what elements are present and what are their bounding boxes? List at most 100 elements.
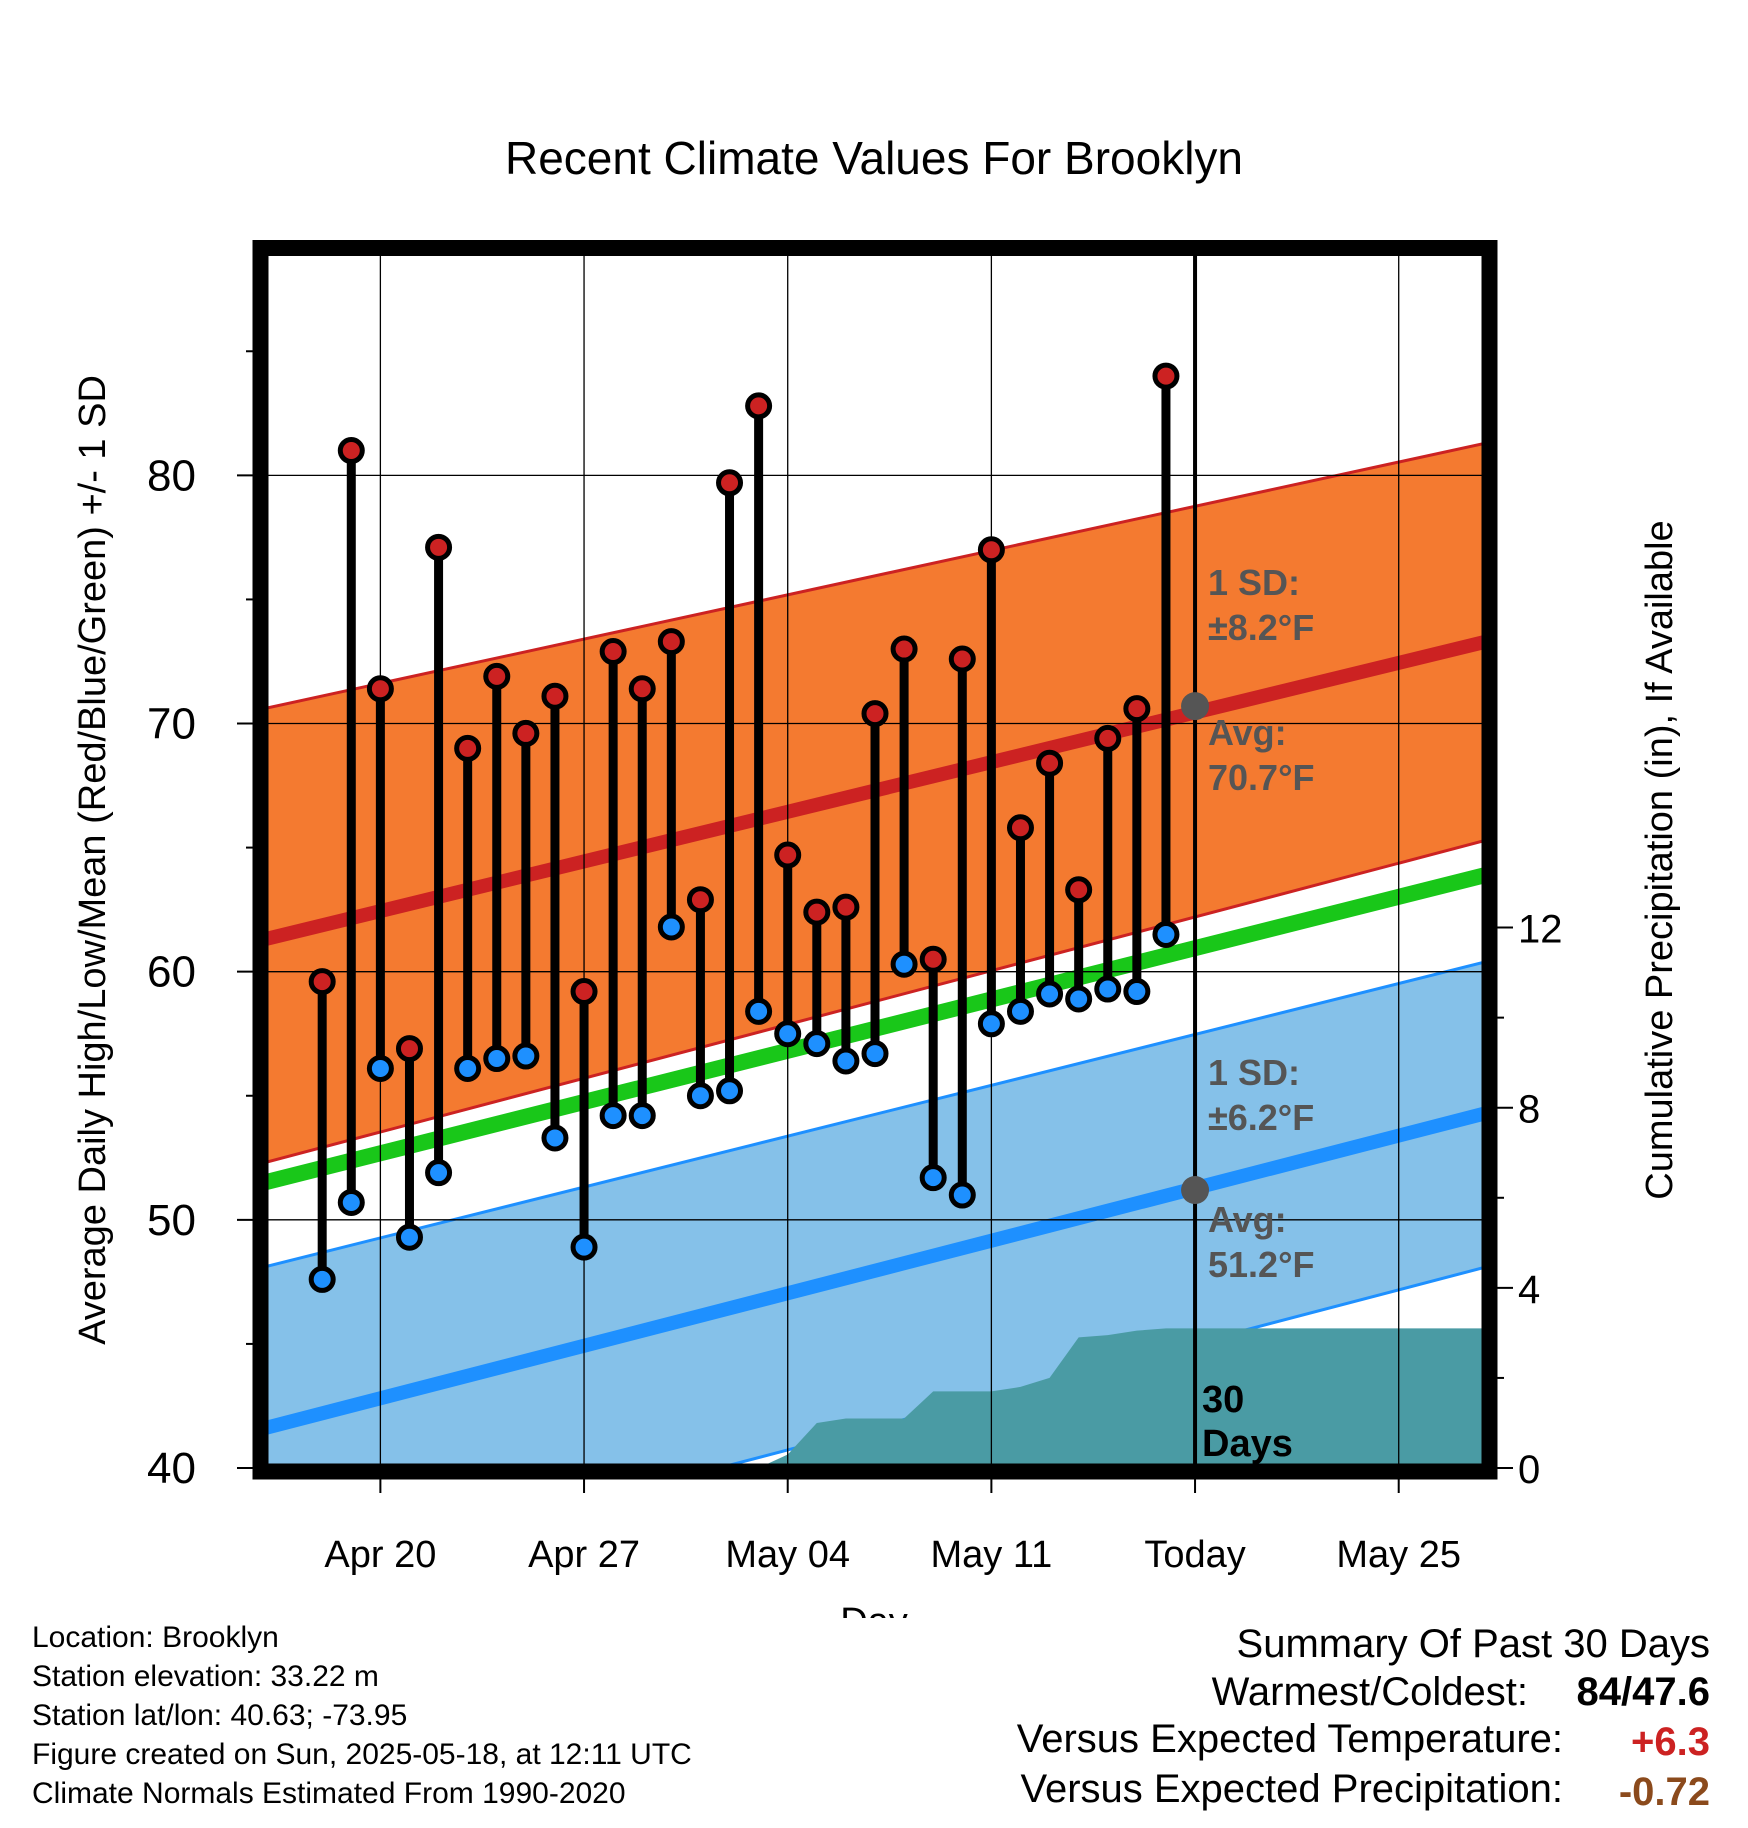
high-point xyxy=(483,662,511,690)
low-point xyxy=(948,1181,976,1209)
high-point xyxy=(570,978,598,1006)
x-tick-label: May 11 xyxy=(930,1534,1052,1576)
low-avg-label: Avg: xyxy=(1208,1199,1287,1240)
low-point xyxy=(483,1045,511,1073)
high-sd-value: ±8.2°F xyxy=(1208,607,1314,648)
cumulative-precip-area xyxy=(264,1328,1486,1468)
high-point xyxy=(832,893,860,921)
low-point xyxy=(1065,985,1093,1013)
high-point xyxy=(1006,814,1034,842)
low-point xyxy=(745,997,773,1025)
summary-precip-value: -0.72 xyxy=(1618,1770,1710,1814)
summary-temp-value: +6.3 xyxy=(1631,1720,1710,1764)
plot-frame xyxy=(252,240,1498,1480)
low-point xyxy=(628,1102,656,1130)
high-point xyxy=(1065,876,1093,904)
high-point xyxy=(628,675,656,703)
low-point xyxy=(1006,997,1034,1025)
high-point xyxy=(337,437,365,465)
low-point xyxy=(832,1047,860,1075)
y2-tick-label: 4 xyxy=(1518,1268,1540,1312)
high-point xyxy=(541,682,569,710)
high-point xyxy=(454,734,482,762)
high-point xyxy=(686,886,714,914)
low-point xyxy=(716,1077,744,1105)
y-tick-label: 80 xyxy=(147,451,196,500)
high-point xyxy=(977,536,1005,564)
x-tick-label: May 04 xyxy=(725,1534,850,1576)
low-avg-today-marker xyxy=(1181,1176,1210,1205)
high-point xyxy=(395,1035,423,1063)
high-point xyxy=(774,841,802,869)
x-axis-label: Day xyxy=(840,1601,908,1618)
low-point xyxy=(861,1040,889,1068)
low-point xyxy=(890,950,918,978)
elevation-text: Station elevation: 33.22 m xyxy=(32,1660,379,1693)
climate-chart: 40 50 60 70 80 0 4 8 12 Apr 20 Apr 27 May 04 May 11 T… xyxy=(72,132,1681,1618)
x-tick-label: Today xyxy=(1144,1534,1245,1576)
summary-precip-label: Versus Expected Precipitation: xyxy=(1020,1767,1563,1811)
high-point xyxy=(745,392,773,420)
low-point xyxy=(1094,975,1122,1003)
x-tick-label: Apr 27 xyxy=(528,1534,640,1576)
high-sd-upper-edge xyxy=(264,441,1486,711)
low-point xyxy=(512,1042,540,1070)
summary-title: Summary Of Past 30 Days xyxy=(1236,1622,1710,1666)
summary-warm-cold-value: 84/47.6 xyxy=(1576,1670,1710,1714)
high-point xyxy=(919,945,947,973)
high-point xyxy=(657,628,685,656)
low-point xyxy=(1152,920,1180,948)
y-tick-label: 40 xyxy=(147,1444,196,1493)
low-sd-value: ±6.2°F xyxy=(1208,1097,1314,1138)
high-point xyxy=(1152,362,1180,390)
high-point xyxy=(425,533,453,561)
high-avg-today-marker xyxy=(1181,692,1210,721)
high-point xyxy=(366,675,394,703)
location-text: Location: Brooklyn xyxy=(32,1621,279,1654)
days-label-line1: 30 xyxy=(1202,1379,1244,1421)
y2-tick-label: 8 xyxy=(1518,1088,1540,1132)
low-point xyxy=(541,1124,569,1152)
y2-tick-label: 12 xyxy=(1518,908,1563,952)
low-sd-label: 1 SD: xyxy=(1208,1052,1300,1093)
high-point xyxy=(308,968,336,996)
low-point xyxy=(454,1054,482,1082)
y-axis-label: Average Daily High/Low/Mean (Red/Blue/Gr… xyxy=(72,375,114,1345)
low-point xyxy=(686,1082,714,1110)
low-point xyxy=(803,1030,831,1058)
station-info: Location: Brooklyn Station elevation: 33… xyxy=(32,1618,692,1813)
low-point xyxy=(599,1102,627,1130)
low-point xyxy=(425,1159,453,1187)
low-point xyxy=(1123,978,1151,1006)
low-avg-value: 51.2°F xyxy=(1208,1244,1314,1285)
high-point xyxy=(803,898,831,926)
y-tick-label: 50 xyxy=(147,1196,196,1245)
y2-axis-label: Cumulative Precipitation (in), If Availa… xyxy=(1639,520,1681,1199)
high-point xyxy=(1036,749,1064,777)
high-point xyxy=(861,700,889,728)
low-point xyxy=(337,1188,365,1216)
high-point xyxy=(1094,724,1122,752)
created-text: Figure created on Sun, 2025-05-18, at 12… xyxy=(32,1738,692,1771)
low-point xyxy=(657,913,685,941)
y2-tick-label: 0 xyxy=(1518,1448,1540,1492)
high-point xyxy=(512,719,540,747)
low-point xyxy=(366,1054,394,1082)
low-point xyxy=(570,1233,598,1261)
summary-warm-cold-label: Warmest/Coldest: xyxy=(1211,1670,1528,1714)
low-point xyxy=(308,1265,336,1293)
high-point xyxy=(599,638,627,666)
normals-text: Climate Normals Estimated From 1990-2020 xyxy=(32,1777,626,1810)
x-tick-label: May 25 xyxy=(1336,1534,1461,1576)
low-sd-upper-edge xyxy=(264,960,1486,1269)
days-label-line2: Days xyxy=(1202,1423,1293,1465)
high-avg-value: 70.7°F xyxy=(1208,757,1314,798)
y-tick-label: 60 xyxy=(147,948,196,997)
high-point xyxy=(890,635,918,663)
chart-title: Recent Climate Values For Brooklyn xyxy=(505,132,1243,184)
high-sd-label: 1 SD: xyxy=(1208,562,1300,603)
high-point xyxy=(1123,695,1151,723)
high-point xyxy=(948,645,976,673)
low-point xyxy=(977,1010,1005,1038)
summary-temp-label: Versus Expected Temperature: xyxy=(1016,1717,1563,1761)
